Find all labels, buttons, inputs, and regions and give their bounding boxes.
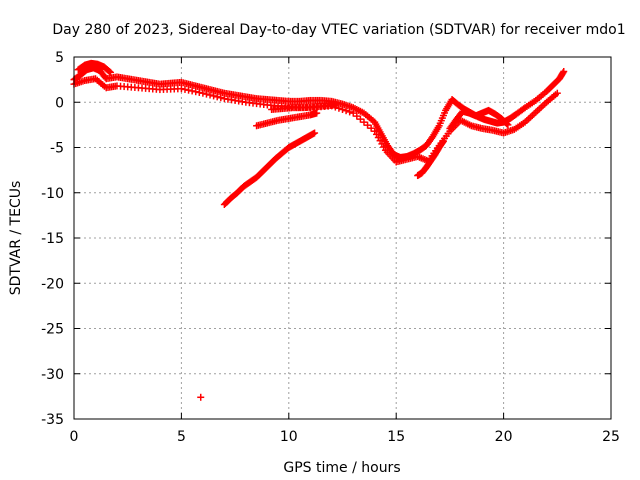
data-point [560,67,568,75]
y-tick-label: -15 [41,231,64,247]
data-point [367,124,375,132]
data-point [177,85,185,93]
data-point [188,87,196,95]
data-point [210,92,218,100]
data-point [332,101,340,109]
data-point [192,88,200,96]
x-tick-label: 20 [495,429,513,445]
y-tick-label: 0 [55,95,64,111]
data-point [504,121,512,129]
data-point [311,129,319,137]
y-tick-label: -5 [50,141,64,157]
y-axis-label: SDTVAR / TECUs [8,181,24,296]
data-point [105,67,113,75]
x-tick-label: 25 [602,429,620,445]
data-points [70,59,568,401]
data-point [339,105,346,113]
data-point [353,112,361,120]
data-point [206,91,214,99]
chart-title: Day 280 of 2023, Sidereal Day-to-day VTE… [52,22,625,38]
data-point [195,88,203,96]
data-point [439,137,447,145]
data-point [217,94,225,102]
x-tick-label: 0 [70,429,79,445]
data-point [360,118,368,126]
x-tick-label: 10 [280,429,298,445]
y-tick-label: -25 [41,322,64,338]
data-point [364,121,372,129]
x-tick-label: 15 [387,429,405,445]
y-tick-label: -35 [41,412,64,428]
y-tick-label: -10 [41,186,64,202]
x-tick-label: 5 [177,429,186,445]
y-tick-label: -20 [41,276,64,292]
data-point [202,90,210,98]
data-point [313,109,321,117]
data-point [199,89,207,97]
data-point [107,68,115,76]
data-point [197,393,205,401]
y-tick-label: -30 [41,367,64,383]
data-point [349,109,357,117]
data-point [503,120,511,128]
axis-ticks: 0 5 10 15 20 25 5 0 -5 -10 -15 -20 -25 -30 -35 [41,50,620,445]
x-axis-label: GPS time / hours [283,460,400,476]
data-point [356,115,364,123]
data-point [181,85,189,93]
y-tick-label: 5 [55,50,64,66]
data-point [213,93,221,101]
data-point [346,108,354,116]
data-point [185,86,193,94]
data-point [553,89,561,97]
data-point [342,107,350,115]
plot-frame [73,56,612,420]
